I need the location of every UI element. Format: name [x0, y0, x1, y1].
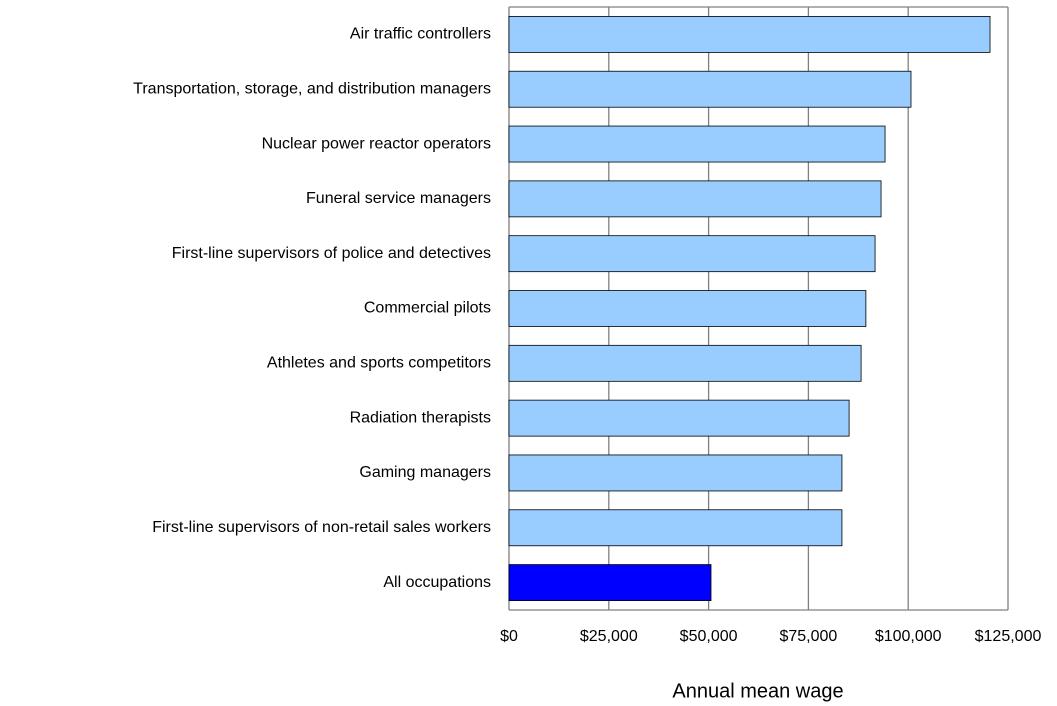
y-tick-label: All occupations [383, 574, 491, 591]
x-tick-label: $125,000 [975, 628, 1042, 645]
bar [508, 16, 991, 53]
y-tick-label: Nuclear power reactor operators [262, 135, 491, 152]
x-tick-label: $25,000 [580, 628, 638, 645]
bar [508, 235, 876, 273]
bar [508, 454, 843, 492]
bar [508, 70, 912, 108]
bar [508, 564, 712, 601]
bar [508, 125, 886, 163]
x-tick-label: $100,000 [875, 628, 942, 645]
bar [508, 344, 862, 382]
x-axis-title: Annual mean wage [672, 680, 843, 702]
bar [508, 180, 882, 218]
y-tick-label: Air traffic controllers [350, 26, 491, 43]
x-tick-label: $0 [500, 628, 518, 645]
bar [508, 399, 850, 437]
x-tick-label: $50,000 [680, 628, 738, 645]
x-tick-label: $75,000 [779, 628, 837, 645]
y-tick-label: First-line supervisors of police and det… [172, 245, 491, 262]
y-tick-label: Funeral service managers [306, 190, 491, 207]
bar [508, 290, 867, 327]
y-tick-label: First-line supervisors of non-retail sal… [152, 519, 491, 536]
y-tick-label: Transportation, storage, and distributio… [133, 80, 491, 97]
y-tick-label: Athletes and sports competitors [267, 355, 491, 372]
bar [508, 509, 843, 547]
y-tick-label: Gaming managers [359, 464, 491, 481]
y-tick-label: Commercial pilots [364, 300, 491, 317]
y-tick-label: Radiation therapists [350, 409, 491, 426]
